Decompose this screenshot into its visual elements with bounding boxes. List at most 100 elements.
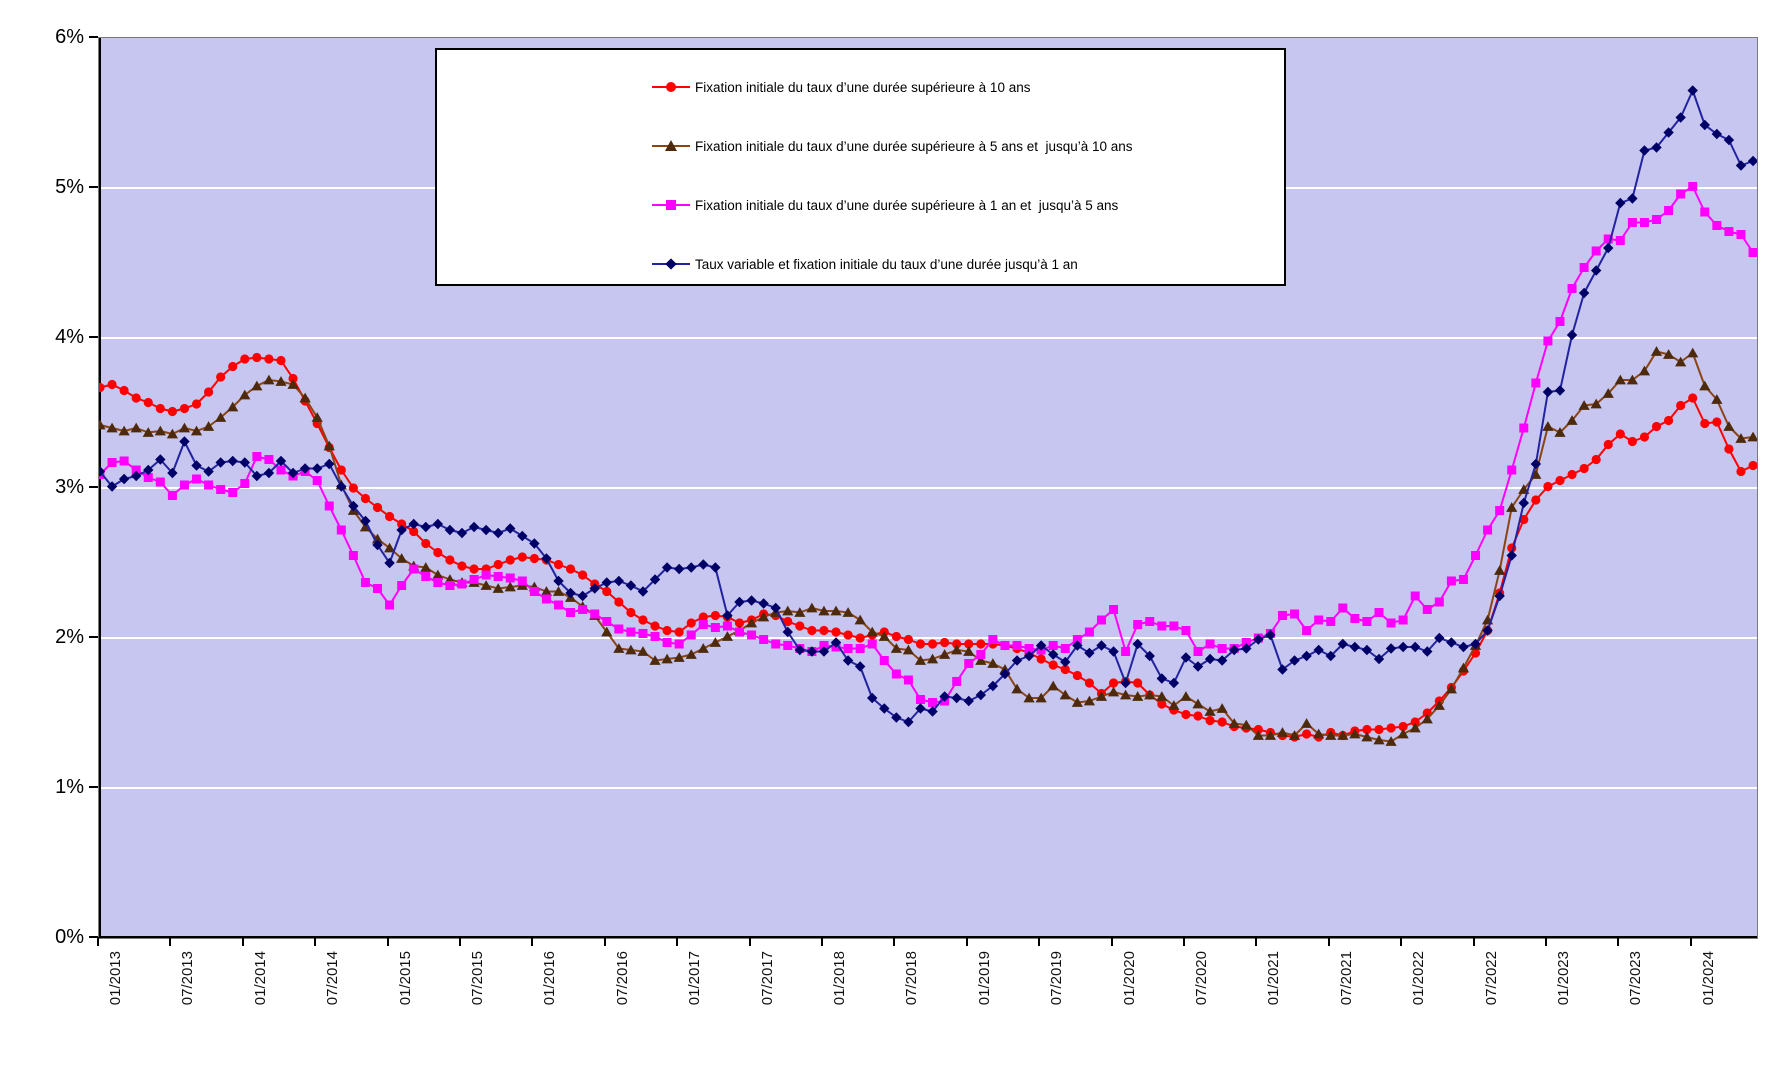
- data-point-marker: [1084, 627, 1094, 637]
- data-point-marker: [1276, 727, 1289, 737]
- data-point-marker: [625, 580, 637, 591]
- data-point-marker: [1662, 349, 1675, 359]
- data-point-marker: [216, 485, 226, 494]
- data-point-marker: [384, 557, 395, 569]
- y-axis-tick: [89, 936, 98, 938]
- data-point-marker: [1047, 680, 1059, 691]
- data-point-marker: [758, 611, 770, 622]
- x-axis-tick: [1689, 937, 1692, 946]
- data-point-marker: [1531, 495, 1541, 505]
- data-point-marker: [903, 634, 914, 645]
- data-point-marker: [1603, 439, 1613, 450]
- data-point-marker: [1748, 460, 1757, 471]
- x-axis-tick: [1472, 937, 1475, 946]
- data-point-marker: [1181, 626, 1191, 635]
- data-point-marker: [1688, 393, 1698, 403]
- data-point-marker: [397, 519, 407, 529]
- data-point-marker: [1494, 565, 1506, 575]
- data-point-marker: [252, 352, 262, 363]
- x-axis-tick: [1110, 937, 1113, 946]
- data-point-marker: [299, 463, 311, 474]
- data-point-marker: [1591, 454, 1601, 465]
- data-point-marker: [1192, 698, 1204, 709]
- data-point-marker: [721, 631, 734, 641]
- data-point-marker: [759, 635, 769, 644]
- data-point-marker: [879, 656, 889, 665]
- data-point-marker: [179, 480, 189, 490]
- data-point-marker: [963, 646, 975, 656]
- data-point-marker: [99, 419, 106, 430]
- data-point-marker: [529, 553, 539, 564]
- data-point-marker: [578, 605, 588, 614]
- data-point-marker: [420, 562, 432, 572]
- data-point-marker: [275, 376, 287, 386]
- data-point-marker: [251, 470, 263, 482]
- data-point-marker: [1168, 677, 1180, 689]
- data-point-marker: [1711, 394, 1723, 404]
- data-point-marker: [131, 393, 141, 403]
- data-point-marker: [1590, 265, 1602, 276]
- data-point-marker: [854, 661, 866, 672]
- data-point-marker: [1338, 603, 1348, 613]
- data-point-marker: [492, 583, 504, 593]
- data-point-marker: [1519, 423, 1529, 433]
- x-axis-tick: [1182, 937, 1185, 946]
- data-point-marker: [794, 644, 806, 656]
- data-point-marker: [1072, 640, 1083, 651]
- data-point-marker: [408, 518, 419, 530]
- data-point-marker: [228, 488, 238, 497]
- data-point-marker: [976, 650, 986, 659]
- data-point-marker: [1699, 380, 1711, 391]
- y-axis-label-2pct: 2%: [55, 626, 84, 648]
- series-line-1: [99, 350, 1754, 743]
- data-point-marker: [891, 712, 902, 723]
- data-point-marker: [276, 355, 286, 366]
- data-point-marker: [1036, 654, 1046, 664]
- x-axis-tick: [458, 937, 461, 946]
- data-point-marker: [709, 637, 721, 647]
- data-point-marker: [842, 607, 854, 617]
- data-point-marker: [879, 703, 890, 714]
- data-point-marker: [674, 627, 684, 637]
- data-point-marker: [179, 403, 190, 414]
- data-point-marker: [1193, 647, 1203, 656]
- data-point-marker: [988, 635, 998, 644]
- data-point-marker: [1120, 677, 1131, 689]
- data-point-marker: [1398, 615, 1408, 625]
- data-point-marker: [613, 575, 625, 587]
- y-axis-label-1pct: 1%: [55, 776, 84, 798]
- x-axis-tick: [893, 937, 896, 946]
- data-point-marker: [1614, 374, 1626, 385]
- data-point-marker: [1180, 652, 1192, 663]
- x-axis-tick: [1400, 937, 1403, 946]
- data-point-marker: [1252, 730, 1264, 740]
- data-point-marker: [1084, 647, 1095, 659]
- data-point-marker: [830, 637, 842, 648]
- data-point-marker: [650, 621, 660, 631]
- data-point-marker: [1579, 263, 1589, 272]
- data-point-marker: [1675, 112, 1686, 123]
- plot-canvas: [99, 38, 1757, 938]
- data-point-marker: [1048, 660, 1058, 670]
- data-point-marker: [903, 716, 914, 728]
- data-point-marker: [952, 639, 962, 649]
- data-point-marker: [106, 422, 118, 433]
- data-point-marker: [1723, 421, 1735, 431]
- data-point-marker: [1228, 718, 1240, 728]
- data-point-marker: [975, 689, 987, 701]
- data-point-marker: [637, 586, 649, 597]
- data-point-marker: [493, 559, 503, 570]
- data-point-marker: [1108, 646, 1119, 657]
- data-point-marker: [1410, 591, 1420, 601]
- data-point-marker: [227, 401, 239, 412]
- data-point-marker: [372, 502, 383, 513]
- data-point-marker: [1288, 730, 1301, 740]
- data-point-marker: [686, 618, 696, 628]
- data-point-marker: [529, 587, 539, 596]
- data-point-marker: [456, 527, 468, 539]
- data-point-marker: [324, 501, 334, 511]
- data-point-marker: [819, 625, 829, 636]
- data-point-marker: [818, 646, 830, 657]
- data-point-marker: [552, 586, 565, 596]
